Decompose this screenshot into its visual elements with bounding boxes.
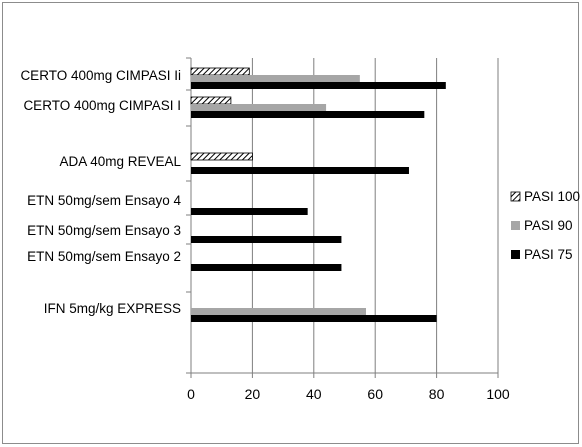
category-label-1: CERTO 400mg CIMPASI I: [23, 98, 181, 113]
bar-pasi-100-1: [190, 96, 232, 105]
x-tick-label-100: 100: [486, 386, 510, 402]
bar-pasi-75-5: [191, 264, 342, 271]
bar-pasi-75-3: [191, 208, 308, 215]
x-tick-label-0: 0: [187, 386, 195, 402]
legend: PASI 100 PASI 90 PASI 75: [510, 189, 580, 262]
bar-pasi-100-0: [190, 67, 250, 76]
category-label-4: ETN 50mg/sem Ensayo 3: [27, 223, 181, 238]
category-label-0: CERTO 400mg CIMPASI Ii: [20, 68, 181, 83]
legend-label-pasi-75: PASI 75: [524, 247, 573, 262]
category-label-3: ETN 50mg/sem Ensayo 4: [27, 193, 181, 208]
bar-pasi-75-1: [191, 111, 425, 118]
bar-pasi-75-2: [191, 167, 409, 174]
bars: [190, 67, 446, 322]
bar-pasi-75-4: [191, 236, 342, 243]
bar-pasi-75-0: [191, 82, 446, 89]
bar-pasi-100-2: [190, 152, 253, 161]
bar-pasi-90-1: [191, 104, 327, 111]
x-tick-label-60: 60: [367, 386, 383, 402]
category-labels: CERTO 400mg CIMPASI Ii CERTO 400mg CIMPAS…: [20, 68, 181, 316]
legend-label-pasi-100: PASI 100: [524, 189, 580, 204]
x-tick-label-20: 20: [245, 386, 261, 402]
legend-swatch-pasi-75: [511, 250, 520, 259]
category-label-2: ADA 40mg REVEAL: [59, 154, 181, 169]
tick-labels: 0 20 40 60 80 100: [187, 386, 510, 402]
legend-swatch-pasi-90: [511, 221, 520, 230]
legend-swatch-pasi-100: [510, 191, 521, 202]
bar-pasi-90-6: [191, 308, 366, 315]
category-label-6: IFN 5mg/kg EXPRESS: [44, 301, 181, 316]
bar-pasi-90-0: [191, 75, 360, 82]
category-label-5: ETN 50mg/sem Ensayo 2: [27, 249, 181, 264]
legend-label-pasi-90: PASI 90: [524, 218, 573, 233]
x-tick-label-80: 80: [429, 386, 445, 402]
bar-pasi-75-6: [191, 315, 437, 322]
x-tick-label-40: 40: [306, 386, 322, 402]
